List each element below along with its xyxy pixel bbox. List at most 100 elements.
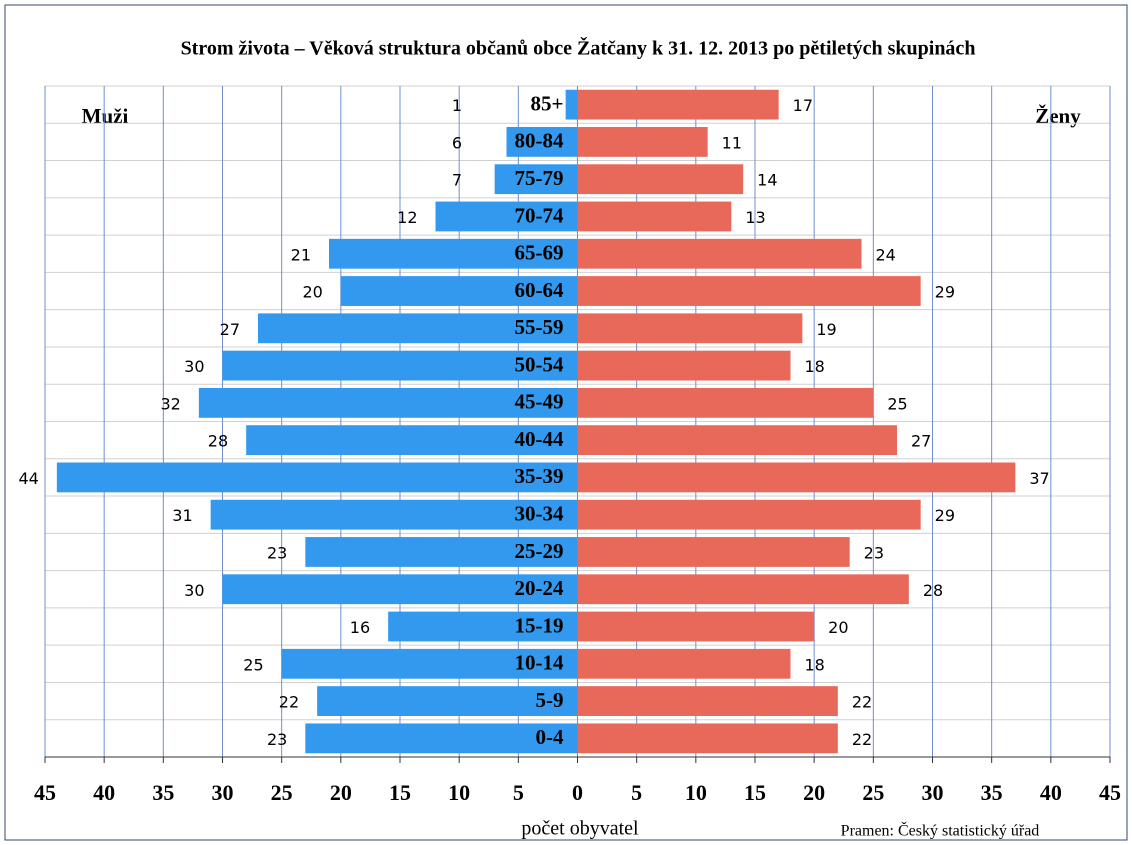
category-label: 35-39 [515, 464, 564, 488]
bar [577, 499, 921, 530]
series-label: Ženy [1035, 104, 1081, 128]
x-tick-label: 20 [803, 780, 825, 805]
data-label: 11 [722, 133, 742, 152]
category-label: 45-49 [515, 390, 564, 414]
x-tick-label: 10 [448, 780, 470, 805]
bar [577, 611, 815, 642]
bar [246, 425, 578, 456]
bar [435, 201, 578, 232]
data-label: 23 [267, 730, 287, 749]
bar [329, 238, 578, 269]
data-label: 32 [160, 394, 180, 413]
category-label: 5-9 [536, 688, 564, 712]
data-label: 21 [291, 245, 311, 264]
bar [317, 686, 578, 716]
bar [577, 425, 897, 456]
x-tick-label: 35 [981, 780, 1003, 805]
x-tick-label: 35 [152, 780, 174, 805]
bar [210, 499, 578, 530]
x-tick-label: 30 [922, 780, 944, 805]
data-label: 22 [852, 693, 872, 712]
data-label: 7 [452, 171, 462, 190]
bar [577, 164, 744, 195]
data-label: 37 [1029, 469, 1049, 488]
data-label: 13 [745, 208, 765, 227]
bar [577, 723, 838, 754]
data-label: 6 [452, 133, 462, 152]
category-label: 65-69 [515, 241, 564, 265]
bar [577, 686, 838, 716]
data-label: 18 [805, 357, 825, 376]
data-label: 1 [452, 96, 462, 115]
data-label: 20 [828, 618, 848, 637]
x-tick-label: 0 [572, 780, 583, 805]
data-label: 30 [184, 357, 204, 376]
data-label: 27 [220, 320, 240, 339]
data-label: 16 [350, 618, 370, 637]
bar [577, 350, 791, 381]
data-label: 44 [18, 469, 38, 488]
data-label: 24 [876, 245, 896, 264]
bar [565, 89, 578, 120]
category-label: 80-84 [515, 129, 564, 153]
x-tick-label: 30 [212, 780, 234, 805]
bar [577, 387, 874, 418]
bar [577, 238, 862, 269]
x-tick-label: 40 [1040, 780, 1062, 805]
data-label: 29 [935, 283, 955, 302]
data-label: 22 [852, 730, 872, 749]
data-label: 27 [911, 432, 931, 451]
category-label: 30-34 [515, 502, 564, 526]
x-tick-label: 20 [330, 780, 352, 805]
data-label: 12 [397, 208, 417, 227]
data-label: 28 [923, 581, 943, 600]
bar [577, 574, 909, 605]
bar [577, 89, 779, 120]
bar [577, 313, 803, 344]
bar [222, 574, 578, 605]
bar [305, 537, 578, 567]
data-label: 23 [267, 543, 287, 562]
x-axis-label: počet obyvatel [521, 818, 639, 840]
data-label: 18 [805, 655, 825, 674]
x-tick-label: 45 [1099, 780, 1121, 805]
x-tick-label: 5 [631, 780, 642, 805]
x-tick-label: 40 [93, 780, 115, 805]
bar [281, 648, 578, 679]
bar [506, 127, 578, 157]
category-label: 70-74 [515, 203, 564, 227]
bar [577, 127, 708, 157]
bar [56, 462, 578, 493]
data-label: 17 [793, 96, 813, 115]
category-label: 10-14 [515, 651, 564, 675]
category-label: 50-54 [515, 352, 564, 376]
bar [494, 164, 578, 195]
data-label: 19 [816, 320, 836, 339]
x-tick-label: 10 [685, 780, 707, 805]
data-label: 29 [935, 506, 955, 525]
data-label: 25 [243, 655, 263, 674]
bar [258, 313, 578, 344]
data-label: 31 [172, 506, 192, 525]
category-label: 25-29 [515, 539, 564, 563]
category-label: 55-59 [515, 315, 564, 339]
data-label: 23 [864, 543, 884, 562]
bar [222, 350, 578, 381]
x-tick-label: 15 [389, 780, 411, 805]
bar [388, 611, 578, 642]
bar [340, 276, 578, 306]
x-tick-label: 25 [271, 780, 293, 805]
data-label: 14 [757, 171, 777, 190]
data-label: 22 [279, 693, 299, 712]
bar [305, 723, 578, 754]
bar [577, 462, 1016, 493]
category-label: 75-79 [515, 166, 564, 190]
category-label: 40-44 [515, 427, 564, 451]
category-label: 60-64 [515, 278, 564, 302]
x-tick-label: 5 [513, 780, 524, 805]
series-label: Muži [82, 104, 129, 128]
chart-title: Strom života – Věková struktura občanů o… [181, 36, 976, 60]
category-label: 20-24 [515, 576, 564, 600]
data-label: 28 [208, 432, 228, 451]
